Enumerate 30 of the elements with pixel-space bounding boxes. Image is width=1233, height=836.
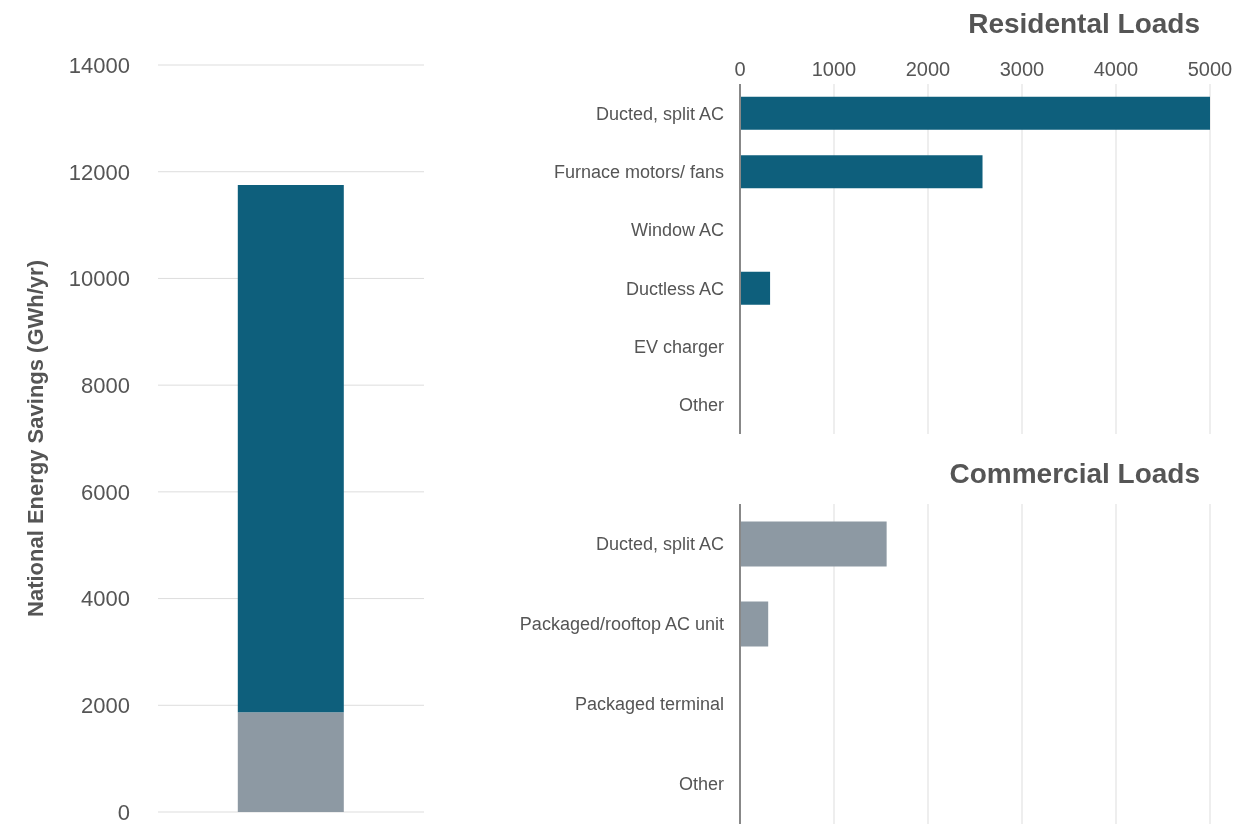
- y-tick-label: Other: [678, 395, 724, 416]
- x-tick-label: 1000: [811, 58, 857, 80]
- bar: [740, 96, 1210, 130]
- x-tick-label: 5000: [1187, 58, 1233, 80]
- y-tick-label: Packaged terminal: [574, 694, 724, 715]
- x-tick-label: 3000: [999, 58, 1045, 80]
- y-tick-label: Other: [678, 774, 724, 795]
- bar: [740, 155, 983, 189]
- y-tick-label: Furnace motors/ fans: [553, 161, 724, 182]
- y-tick-label: Ducted, split AC: [595, 534, 724, 555]
- y-tick-label: Ducted, split AC: [595, 103, 724, 124]
- y-tick-label: EV charger: [633, 336, 724, 357]
- y-tick-label: 6000: [81, 479, 130, 505]
- x-tick-label: 4000: [1093, 58, 1139, 80]
- y-tick-label: 8000: [81, 372, 130, 398]
- y-tick-label: 14000: [68, 52, 130, 78]
- y-tick-label: 12000: [68, 159, 130, 185]
- chart-title: Residental Loads: [967, 8, 1201, 41]
- bar: [740, 271, 771, 305]
- y-tick-label: Ductless AC: [625, 278, 724, 299]
- x-tick-label: 0: [734, 58, 746, 80]
- x-tick-label: 2000: [905, 58, 951, 80]
- chart-title: Commercial Loads: [948, 458, 1201, 491]
- y-tick-label: Window AC: [630, 220, 724, 241]
- y-tick-label: 4000: [81, 586, 130, 612]
- y-tick-label: 0: [117, 799, 130, 825]
- y-tick-label: 2000: [81, 693, 130, 719]
- y-axis-title: National Energy Savings (GWh/yr): [22, 260, 48, 617]
- y-tick-label: 10000: [68, 266, 130, 292]
- y-tick-label: Packaged/rooftop AC unit: [519, 614, 724, 635]
